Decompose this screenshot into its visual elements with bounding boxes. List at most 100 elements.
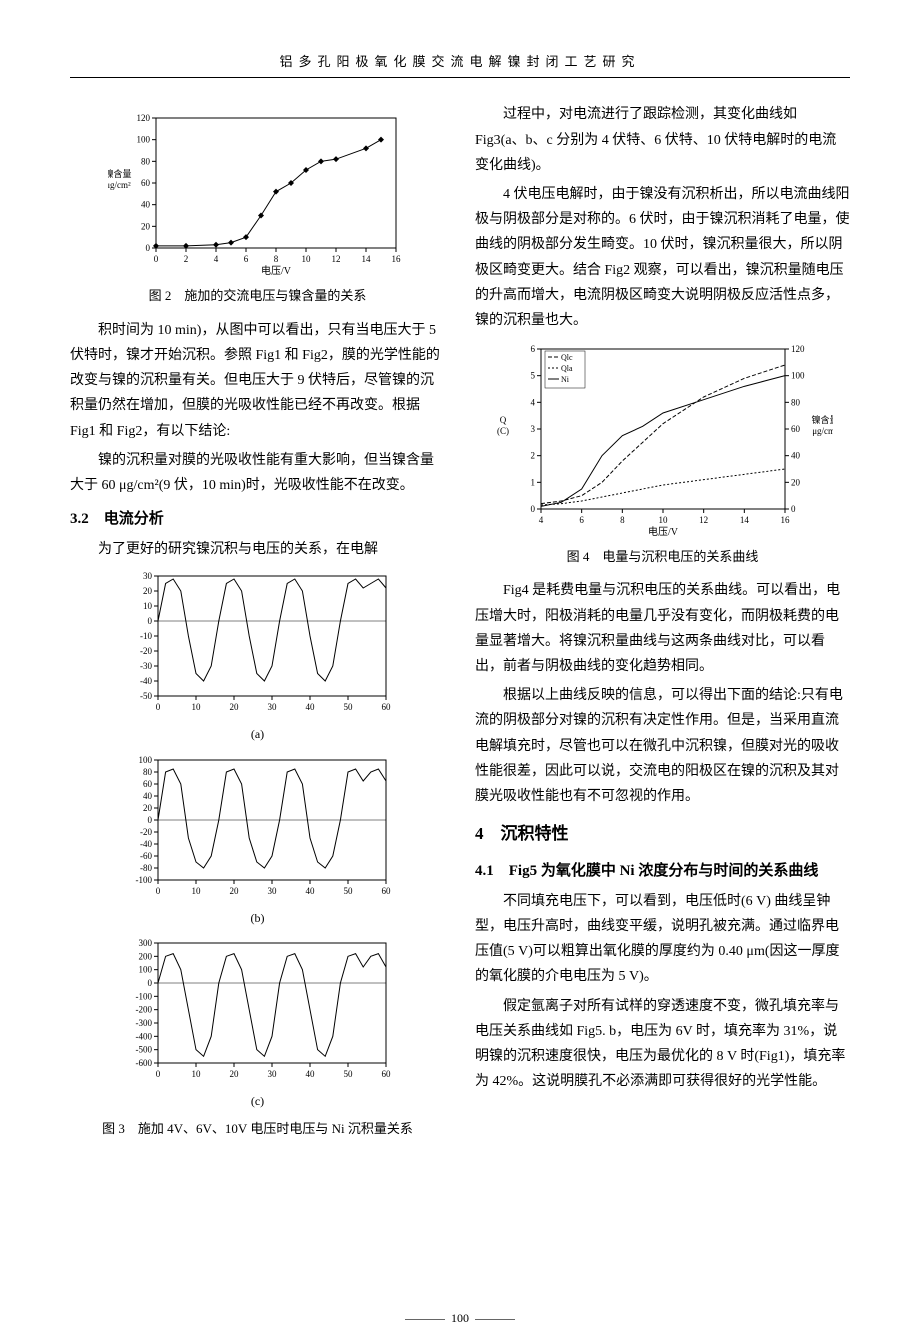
svg-text:μg/cm²: μg/cm² (108, 180, 131, 190)
svg-text:-50: -50 (140, 691, 152, 701)
right-p1: 过程中，对电流进行了跟踪检测，其变化曲线如 Fig3(a、b、c 分别为 4 伏… (475, 102, 850, 178)
left-p1: 积时间为 10 min)，从图中可以看出，只有当电压大于 5 伏特时，镍才开始沉… (70, 318, 445, 444)
svg-text:16: 16 (391, 254, 401, 264)
right-p3: Fig4 是耗费电量与沉积电压的关系曲线。可以看出，电压增大时，阳极消耗的电量几… (475, 578, 850, 679)
left-column: 0246810121416020406080100120电压/V镍含量μg/cm… (70, 102, 445, 1150)
svg-text:-400: -400 (135, 1032, 152, 1042)
svg-text:20: 20 (229, 886, 239, 896)
svg-text:-100: -100 (135, 875, 152, 885)
fig3b-chart: 0102030405060-100-80-60-40-2002040608010… (118, 752, 398, 902)
fig4-chart: 468101214160123456电压/VQ(C)QlcQlaNi020406… (493, 339, 833, 539)
svg-text:14: 14 (739, 515, 749, 525)
svg-text:10: 10 (191, 702, 201, 712)
heading-4-1: 4.1 Fig5 为氧化膜中 Ni 浓度分布与时间的关系曲线 (475, 858, 850, 885)
left-p2: 镍的沉积量对膜的光吸收性能有重大影响，但当镍含量大于 60 μg/cm²(9 伏… (70, 448, 445, 498)
svg-text:200: 200 (138, 952, 152, 962)
svg-text:1: 1 (530, 477, 535, 487)
fig3a-chart: 0102030405060-50-40-30-20-100102030 (118, 568, 398, 718)
svg-text:10: 10 (658, 515, 668, 525)
svg-text:80: 80 (141, 157, 151, 167)
svg-text:50: 50 (343, 886, 353, 896)
svg-text:20: 20 (229, 702, 239, 712)
fig3c-chart: 0102030405060-600-500-400-300-200-100010… (118, 935, 398, 1085)
svg-text:80: 80 (791, 397, 801, 407)
svg-text:40: 40 (141, 200, 151, 210)
svg-text:4: 4 (213, 254, 218, 264)
svg-text:-80: -80 (140, 863, 152, 873)
svg-text:0: 0 (145, 243, 150, 253)
svg-text:-100: -100 (135, 992, 152, 1002)
svg-text:0: 0 (147, 978, 152, 988)
svg-text:电压/V: 电压/V (648, 525, 679, 538)
svg-text:60: 60 (381, 886, 391, 896)
svg-text:10: 10 (143, 601, 153, 611)
svg-text:镍含量: 镍含量 (108, 168, 132, 179)
svg-text:(C): (C) (497, 426, 509, 436)
svg-text:12: 12 (699, 515, 708, 525)
svg-text:-10: -10 (140, 631, 152, 641)
fig3-caption: 图 3 施加 4V、6V、10V 电压时电压与 Ni 沉积量关系 (70, 1117, 445, 1140)
svg-text:4: 4 (538, 515, 543, 525)
svg-text:8: 8 (620, 515, 625, 525)
svg-text:60: 60 (381, 702, 391, 712)
fig3c-label: (c) (70, 1091, 445, 1113)
svg-text:30: 30 (267, 1069, 277, 1079)
svg-text:-60: -60 (140, 851, 152, 861)
svg-text:40: 40 (791, 451, 801, 461)
svg-text:20: 20 (141, 222, 151, 232)
svg-text:μg/cm²: μg/cm² (812, 426, 833, 436)
right-column: 过程中，对电流进行了跟踪检测，其变化曲线如 Fig3(a、b、c 分别为 4 伏… (475, 102, 850, 1150)
fig2-chart: 0246810121416020406080100120电压/V镍含量μg/cm… (108, 108, 408, 278)
svg-text:6: 6 (579, 515, 584, 525)
svg-text:30: 30 (267, 702, 277, 712)
svg-text:100: 100 (138, 755, 152, 765)
svg-text:-30: -30 (140, 661, 152, 671)
svg-text:-600: -600 (135, 1058, 152, 1068)
svg-text:40: 40 (143, 791, 153, 801)
svg-text:100: 100 (138, 965, 152, 975)
svg-text:80: 80 (143, 767, 153, 777)
svg-text:Q: Q (499, 415, 506, 425)
svg-text:0: 0 (530, 504, 535, 514)
svg-text:60: 60 (381, 1069, 391, 1079)
heading-4: 4 沉积特性 (475, 819, 850, 850)
svg-text:-200: -200 (135, 1005, 152, 1015)
svg-text:Qlc: Qlc (561, 353, 573, 362)
svg-text:0: 0 (791, 504, 796, 514)
svg-text:60: 60 (143, 779, 153, 789)
page-header: 铝多孔阳极氧化膜交流电解镍封闭工艺研究 (70, 50, 850, 78)
svg-text:60: 60 (791, 424, 801, 434)
svg-text:40: 40 (305, 702, 315, 712)
svg-text:20: 20 (143, 586, 153, 596)
svg-text:5: 5 (530, 371, 535, 381)
svg-text:2: 2 (183, 254, 188, 264)
svg-text:30: 30 (143, 571, 153, 581)
left-p3: 为了更好的研究镍沉积与电压的关系，在电解 (70, 537, 445, 562)
svg-text:100: 100 (791, 371, 805, 381)
svg-text:3: 3 (530, 424, 535, 434)
svg-text:50: 50 (343, 1069, 353, 1079)
svg-text:10: 10 (191, 886, 201, 896)
svg-text:60: 60 (141, 178, 151, 188)
svg-text:0: 0 (155, 886, 160, 896)
svg-text:Ni: Ni (561, 375, 570, 384)
svg-text:电压/V: 电压/V (261, 264, 292, 277)
right-p4: 根据以上曲线反映的信息，可以得出下面的结论:只有电流的阴极部分对镍的沉积有决定性… (475, 683, 850, 809)
svg-text:0: 0 (155, 702, 160, 712)
svg-text:-300: -300 (135, 1018, 152, 1028)
svg-text:120: 120 (791, 344, 805, 354)
svg-text:-500: -500 (135, 1045, 152, 1055)
svg-text:20: 20 (143, 803, 153, 813)
svg-text:100: 100 (136, 135, 150, 145)
svg-text:2: 2 (530, 451, 535, 461)
svg-text:20: 20 (791, 477, 801, 487)
fig3a-label: (a) (70, 724, 445, 746)
svg-text:30: 30 (267, 886, 277, 896)
right-p2: 4 伏电压电解时，由于镍没有沉积析出，所以电流曲线阳极与阴极部分是对称的。6 伏… (475, 182, 850, 333)
svg-text:-20: -20 (140, 827, 152, 837)
svg-text:40: 40 (305, 1069, 315, 1079)
svg-text:-40: -40 (140, 676, 152, 686)
right-p6: 假定氩离子对所有试样的穿透速度不变，微孔填充率与电压关系曲线如 Fig5. b，… (475, 994, 850, 1095)
svg-text:-20: -20 (140, 646, 152, 656)
svg-text:Qla: Qla (561, 364, 573, 373)
